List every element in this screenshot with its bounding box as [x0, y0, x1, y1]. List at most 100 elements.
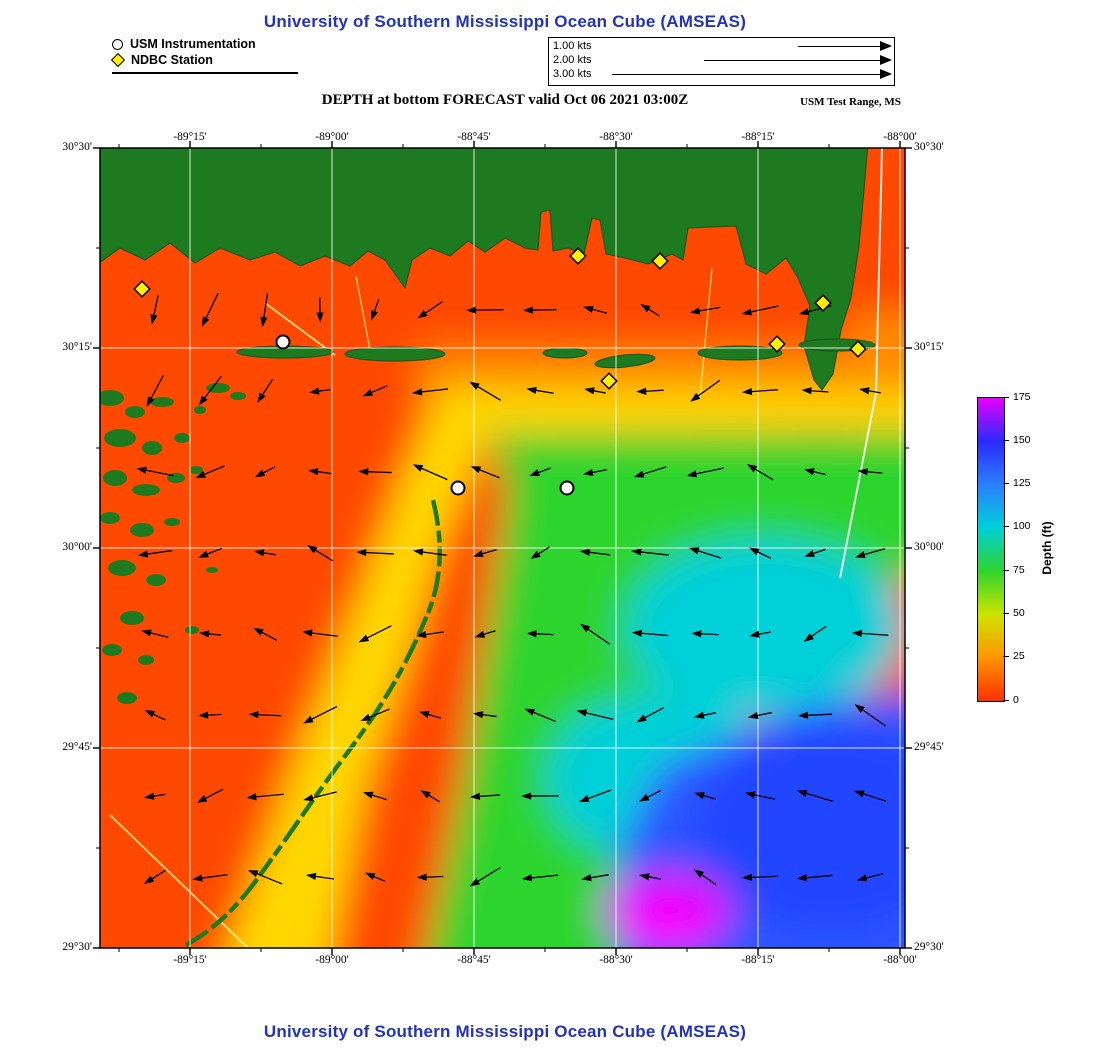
- legend-divider: [112, 72, 298, 74]
- lat-tick-label-right: 29°30': [914, 941, 944, 953]
- colorbar-tick-label: 175: [1013, 390, 1031, 403]
- lat-tick-label-left: 30°30': [62, 141, 92, 153]
- current-arrow: [857, 468, 883, 476]
- colorbar-tick: [1003, 483, 1009, 485]
- map-canvas: [93, 141, 912, 955]
- lon-tick-label-top: -88°15': [741, 131, 775, 143]
- current-arrow: [198, 547, 223, 558]
- current-arrow: [691, 630, 719, 638]
- current-arrow: [521, 874, 559, 882]
- colorbar-tick: [1003, 699, 1009, 701]
- lon-tick-label-top: -88°30': [599, 131, 633, 143]
- current-arrow: [253, 549, 277, 557]
- current-arrow: [859, 387, 881, 395]
- colorbar-tick-label: 125: [1013, 477, 1031, 490]
- lat-tick-label-left: 30°00': [62, 541, 92, 553]
- speed-1-arrow-line: [798, 46, 880, 47]
- speed-1-label: 1.00 kts: [553, 40, 592, 52]
- legend-row-usm: USM Instrumentation: [112, 36, 298, 52]
- current-arrow: [253, 627, 278, 641]
- barrier-island: [594, 353, 656, 369]
- current-arrow: [856, 872, 884, 882]
- ndbc-station-marker: [133, 280, 151, 298]
- speed-2-arrow-line: [704, 60, 880, 61]
- lat-tick-label-right: 30°00': [914, 541, 944, 553]
- current-arrow: [638, 789, 662, 802]
- current-arrow: [308, 468, 333, 476]
- current-arrow: [633, 466, 667, 478]
- current-arrow: [144, 709, 166, 721]
- current-arrow: [412, 464, 448, 481]
- current-arrow: [195, 465, 225, 479]
- lat-tick-label-left: 29°30': [62, 941, 92, 953]
- figure-title-top: University of Southern Mississippi Ocean…: [263, 12, 747, 31]
- current-arrow: [358, 468, 392, 476]
- current-arrow: [469, 792, 501, 800]
- current-arrow: [853, 790, 887, 802]
- current-arrow: [855, 548, 886, 559]
- figure-title-bottom: University of Southern Mississippi Ocean…: [263, 1022, 747, 1041]
- current-arrow: [741, 387, 779, 396]
- ndbc-station-marker: [849, 340, 867, 358]
- current-arrow: [854, 704, 886, 727]
- current-arrow: [749, 630, 771, 638]
- speed-legend-row-3: 3.00 kts: [549, 67, 894, 81]
- current-arrow: [411, 388, 449, 396]
- lon-tick-label-bottom: -89°15': [173, 954, 207, 966]
- current-arrow: [420, 790, 440, 803]
- current-arrow: [303, 791, 338, 802]
- current-arrow: [693, 869, 717, 886]
- mainland-coast: [100, 148, 869, 391]
- current-arrow: [803, 625, 827, 642]
- lat-tick-label-left: 30°15': [62, 341, 92, 353]
- legend-row-ndbc: NDBC Station: [110, 52, 298, 68]
- current-arrow: [473, 548, 498, 558]
- current-arrow: [526, 386, 554, 394]
- speed-3-arrow-line: [612, 74, 880, 75]
- colorbar-tick-label: 150: [1013, 433, 1031, 446]
- current-arrow: [804, 548, 826, 557]
- current-arrow: [247, 870, 283, 885]
- lat-tick-label-right: 30°30': [914, 141, 944, 153]
- current-arrow: [307, 545, 334, 562]
- current-arrow: [316, 297, 324, 323]
- current-arrow: [576, 709, 614, 721]
- current-arrow: [201, 292, 219, 327]
- current-arrow: [583, 305, 608, 314]
- current-arrow: [198, 375, 222, 406]
- colorbar-tick-label: 0: [1013, 693, 1019, 706]
- current-arrow: [362, 385, 388, 397]
- current-arrow: [141, 629, 170, 639]
- current-arrow: [143, 869, 167, 884]
- usm-instrumentation-marker: [559, 480, 575, 496]
- ndbc-station-marker: [768, 335, 786, 353]
- current-arrow: [741, 873, 779, 881]
- current-arrow: [303, 705, 338, 724]
- ndbc-station-marker: [569, 247, 587, 265]
- current-arrow: [797, 711, 833, 719]
- current-arrow: [474, 630, 496, 638]
- current-arrow: [688, 547, 722, 559]
- current-arrow: [694, 792, 717, 800]
- current-arrow: [309, 387, 331, 395]
- barrier-island: [542, 347, 588, 359]
- current-arrow: [796, 790, 834, 802]
- current-arrow: [746, 464, 774, 481]
- colorbar-tick: [1003, 612, 1009, 614]
- chandeleur-island-arc: [182, 499, 442, 948]
- colorbar-tick: [1003, 396, 1009, 398]
- grid-layer: [100, 148, 905, 948]
- current-arrow: [748, 547, 772, 559]
- current-arrow: [522, 306, 558, 314]
- lon-tick-label-bottom: -88°15': [741, 954, 775, 966]
- current-arrow: [199, 630, 222, 638]
- current-arrow: [302, 629, 338, 637]
- current-arrow: [747, 711, 773, 719]
- colorbar-tick-label: 100: [1013, 520, 1031, 533]
- current-arrow: [636, 707, 664, 723]
- lon-tick-label-top: -88°00': [883, 131, 917, 143]
- current-arrow: [470, 466, 500, 479]
- current-arrow: [248, 711, 282, 719]
- current-arrow: [412, 548, 448, 556]
